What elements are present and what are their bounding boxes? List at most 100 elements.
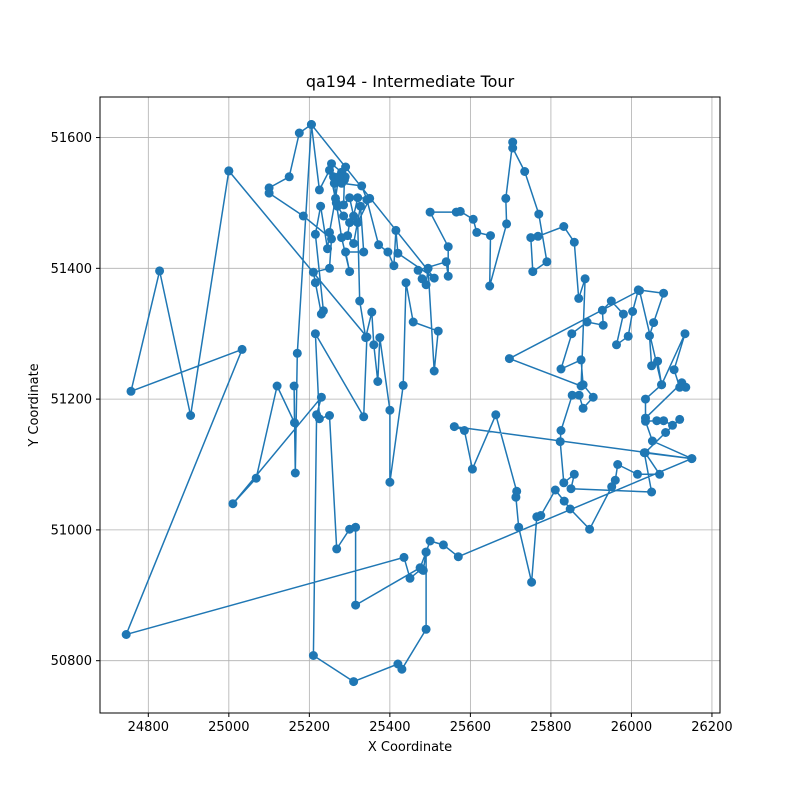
city-point [647,487,657,497]
city-point [559,478,569,488]
city-point [613,460,623,469]
ticks: 24800 25000 25200 25400 25600 25800 26000 26200… [51,131,733,735]
city-point [641,413,650,423]
x-tick-label: 25800 [530,720,571,735]
city-point [520,167,530,176]
series-layer [121,120,697,687]
city-point [657,380,667,390]
city-point [528,267,538,277]
city-point [668,420,677,430]
city-point [401,278,411,288]
y-axis-label: Y Coordinate [27,363,42,447]
city-point [224,166,234,176]
city-point [556,364,566,374]
city-point [429,366,439,376]
city-point [574,293,584,303]
city-point [264,188,274,198]
city-point [345,267,355,277]
city-point [421,547,431,557]
y-tick-label: 51400 [51,262,92,277]
city-point [443,271,453,281]
city-point [374,240,384,250]
city-point [578,403,588,413]
city-point [329,178,339,188]
city-point [353,193,363,203]
city-point [441,257,451,267]
city-point [582,317,592,327]
city-point [508,137,518,147]
city-point [501,193,511,203]
city-point [325,165,334,175]
city-point [359,247,369,257]
y-tick-label: 51000 [51,523,92,538]
city-point [323,244,332,254]
city-point [438,540,448,550]
city-point [397,664,407,674]
city-point [272,381,282,391]
city-point [623,331,633,341]
city-point [565,504,575,514]
city-point [345,218,355,228]
city-point [325,411,334,420]
city-point [284,172,294,182]
x-tick-label: 25000 [208,720,249,735]
city-point [532,512,542,522]
city-point [367,307,377,317]
city-point [399,552,409,562]
city-point [542,257,552,267]
city-point [443,242,453,252]
city-point [310,278,320,288]
x-tick-label: 25200 [289,720,330,735]
city-point [398,380,408,390]
chart-title: qa194 - Intermediate Tour [306,72,515,91]
city-point [526,233,536,243]
city-point [325,227,334,237]
city-point [675,382,685,392]
city-point [359,412,369,422]
city-point [491,410,501,420]
city-point [527,577,537,587]
city-point [559,496,569,506]
city-point [316,392,326,402]
city-point [290,418,299,428]
city-point [659,416,669,426]
x-tick-label: 25600 [450,720,491,735]
city-point [425,207,435,217]
city-point [569,237,579,247]
city-point [186,411,196,420]
city-point [318,306,328,316]
city-point [421,624,431,634]
city-point [383,247,393,257]
city-point [585,524,595,534]
city-point [351,600,361,610]
city-point [306,120,316,129]
city-point [294,128,304,138]
city-point [459,426,469,435]
city-point [356,201,365,211]
city-point [556,426,566,435]
city-point [349,677,359,687]
city-point [655,469,665,479]
grid [100,97,720,713]
city-point [357,181,367,191]
city-point [337,233,347,243]
city-point [550,485,560,495]
city-point [607,482,617,492]
city-point [316,201,326,211]
city-point [597,305,607,315]
city-point [310,229,320,239]
city-point [308,651,318,660]
city-point [332,544,342,554]
city-point [391,225,401,235]
city-point [467,464,477,474]
city-point [349,239,359,248]
y-tick-label: 51600 [51,131,92,146]
city-point [659,288,669,298]
city-point [345,524,355,534]
city-point [618,309,628,319]
city-point [559,222,569,231]
city-point [468,214,478,224]
city-point [337,178,347,188]
city-point [606,296,616,306]
city-point [504,354,514,364]
